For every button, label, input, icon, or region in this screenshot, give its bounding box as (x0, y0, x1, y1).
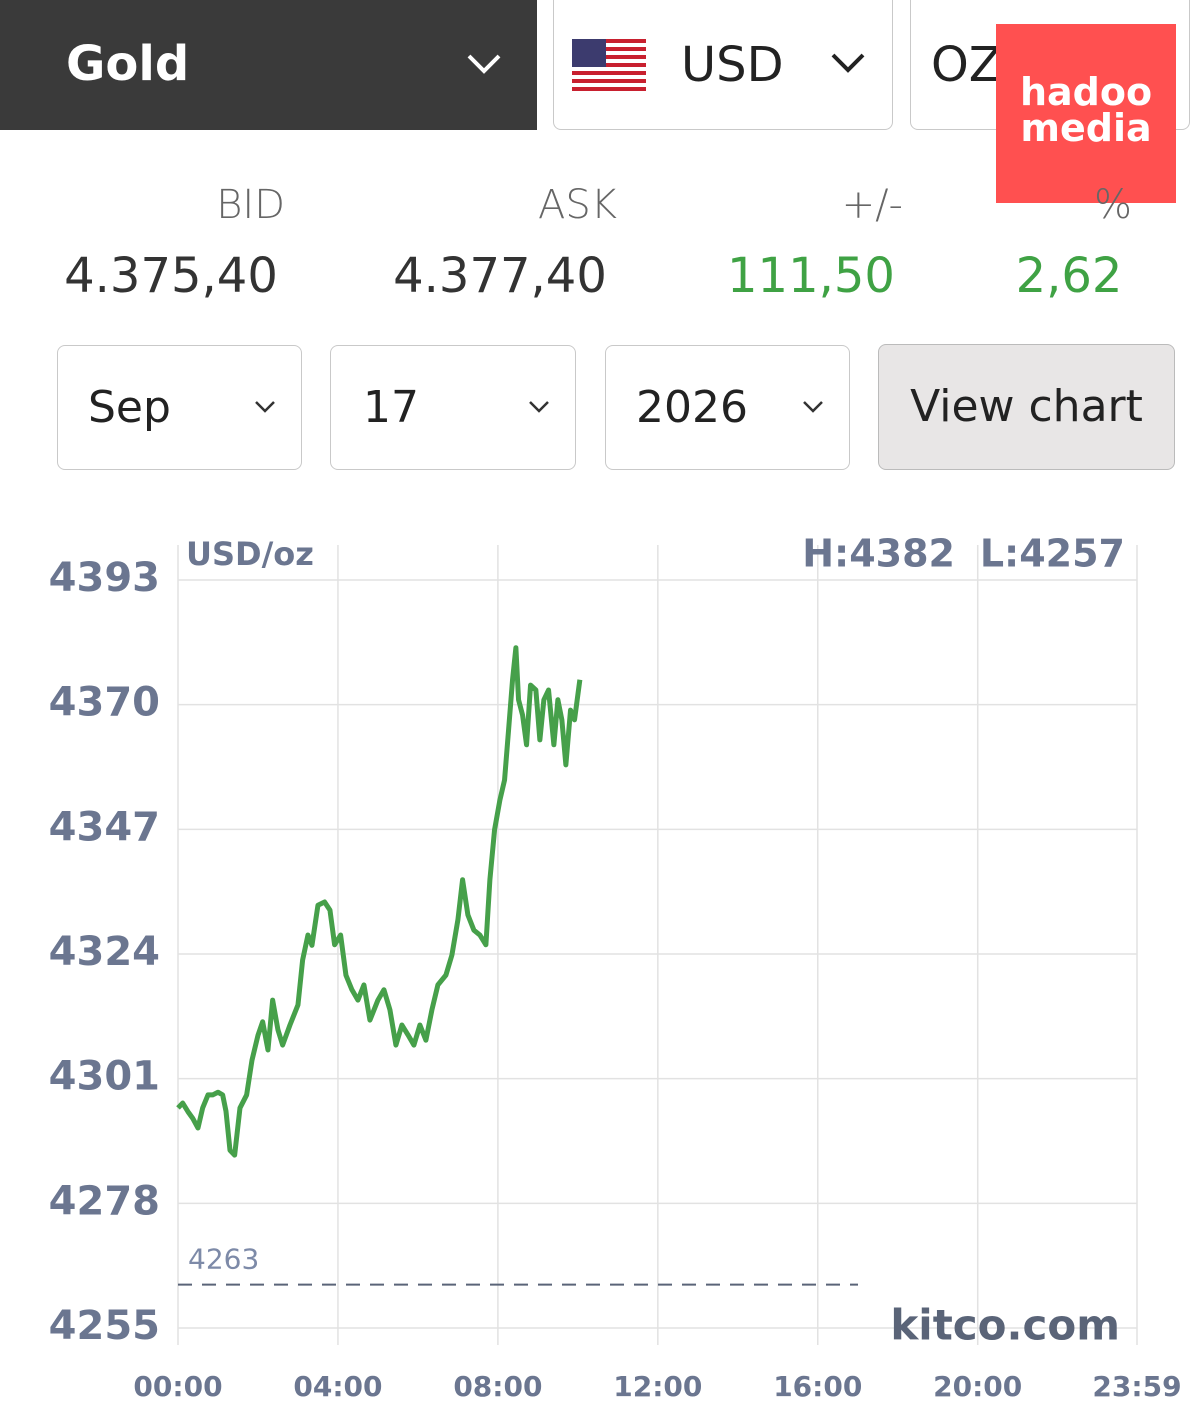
y-tick-label: 4370 (49, 680, 160, 726)
watermark: hadoo media (996, 24, 1176, 203)
x-tick-label: 04:00 (293, 1370, 382, 1403)
chevron (831, 53, 865, 73)
x-tick-label: 23:59 (1092, 1370, 1181, 1403)
us-flag (572, 39, 646, 91)
chevron (529, 401, 549, 413)
bid-value: 4.375,40 (64, 248, 278, 304)
metal-select[interactable]: Gold (0, 0, 537, 130)
y-tick-label: 4301 (49, 1054, 160, 1100)
view-chart-button[interactable]: View chart (878, 344, 1175, 470)
day-label: 17 (363, 382, 419, 433)
high-label: H:4382 (802, 532, 955, 576)
metal-label: Gold (66, 36, 190, 92)
bid-header: BID (216, 182, 285, 228)
x-tick-label: 08:00 (453, 1370, 542, 1403)
y-tick-label: 4255 (49, 1303, 160, 1349)
unit-label: USD/oz (186, 535, 314, 573)
change-header: +/- (841, 182, 903, 228)
month-label: Sep (88, 382, 171, 433)
watermark-text: media (1020, 106, 1152, 150)
chevron (255, 401, 275, 413)
low-label: L:4257 (980, 532, 1125, 576)
chevron (467, 54, 501, 74)
x-tick-label: 16:00 (773, 1370, 862, 1403)
y-tick-label: 4347 (49, 804, 160, 850)
y-tick-label: 4278 (49, 1178, 160, 1224)
change-value: 111,50 (727, 248, 895, 304)
day-select[interactable]: 17 (330, 345, 576, 470)
y-tick-label: 4393 (49, 555, 160, 601)
chevron (803, 401, 823, 413)
reference-label: 4263 (188, 1243, 259, 1276)
year-label: 2026 (636, 382, 748, 433)
button-label: View chart (910, 381, 1143, 432)
y-tick-label: 4324 (49, 929, 160, 975)
currency-select[interactable]: USD (553, 0, 893, 130)
x-tick-label: 20:00 (933, 1370, 1022, 1403)
ask-value: 4.377,40 (393, 248, 607, 304)
year-select[interactable]: 2026 (605, 345, 850, 470)
price-line (176, 645, 583, 1158)
x-tick-label: 12:00 (613, 1370, 702, 1403)
ask-header: ASK (538, 182, 617, 228)
currency-label: USD (681, 37, 784, 93)
x-tick-label: 00:00 (133, 1370, 222, 1403)
unit-label: OZ (931, 37, 1002, 93)
source-label: kitco.com (890, 1301, 1120, 1350)
month-select[interactable]: Sep (57, 345, 302, 470)
percent-value: 2,62 (1015, 248, 1123, 304)
watermark-text: hadoo (1019, 70, 1153, 114)
percent-header: % (1093, 182, 1132, 228)
